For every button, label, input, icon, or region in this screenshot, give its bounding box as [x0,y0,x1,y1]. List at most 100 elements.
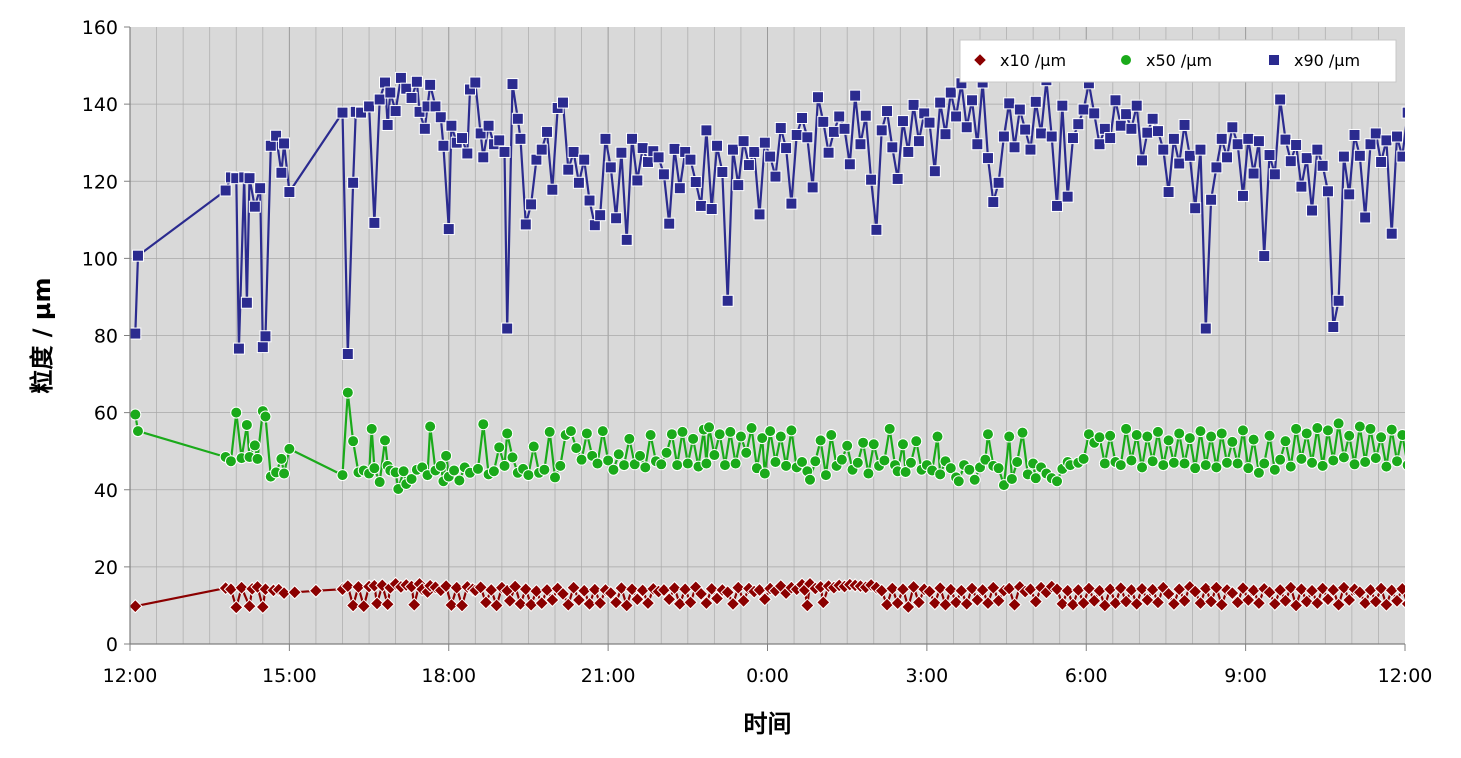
data-point [389,105,402,118]
data-point [1199,322,1212,335]
x-tick-label: 0:00 [746,665,789,687]
data-point [444,597,459,613]
data-point [379,434,391,447]
data-point [477,418,490,431]
data-point [1051,475,1064,488]
data-point [1060,583,1075,598]
data-point [640,595,656,611]
data-point [1016,426,1029,439]
data-point [1274,93,1287,106]
data-point [1337,451,1350,464]
data-point [1162,186,1175,199]
data-point [979,453,992,466]
data-point [671,459,684,472]
data-point [944,86,957,99]
data-point [997,479,1010,492]
data-point [1177,593,1192,609]
data-point [1391,130,1404,143]
data-point [373,93,386,106]
data-point [859,109,872,122]
data-point [493,441,506,454]
data-point [591,457,604,470]
data-point [681,457,694,470]
data-point [981,428,994,441]
data-point [578,153,591,166]
data-point [603,585,618,601]
y-tick-label: 0 [106,634,118,656]
data-point [1396,150,1405,163]
data-point [1236,424,1249,437]
data-point [566,580,581,595]
data-point [963,463,976,476]
data-point [1161,586,1176,602]
axes [124,26,1406,651]
data-point [1321,185,1334,198]
x-tick-label: 21:00 [581,665,636,687]
data-point [477,151,490,164]
data-point [1380,460,1393,473]
data-point [774,430,787,443]
data-point [545,592,560,608]
data-point [737,135,750,148]
data-point [1093,431,1106,444]
data-point [489,598,504,613]
y-axis-title: 粒度 / µm [28,277,56,393]
data-point [1209,580,1224,595]
data-point [440,449,453,462]
data-point [502,593,518,609]
data-point [1369,127,1382,140]
data-point [838,122,851,135]
data-point [1327,321,1340,334]
data-point [911,595,927,610]
data-point [410,75,423,88]
data-point [131,425,144,438]
data-point [424,420,437,433]
data-point [438,578,454,594]
data-point [1173,427,1186,440]
data-point [885,581,900,596]
data-point [833,110,846,123]
data-point [1187,584,1203,599]
data-point [1337,150,1350,163]
data-point [817,115,830,128]
data-point [538,463,551,476]
data-point [1348,458,1361,471]
data-point [131,249,144,262]
data-point [987,196,1000,209]
data-point [1113,580,1128,596]
data-point [1283,580,1298,595]
data-point [769,170,782,183]
data-point [530,153,543,166]
data-point [1364,138,1377,151]
data-point [1400,599,1405,609]
data-point [1369,452,1382,465]
data-point [1294,582,1309,597]
data-point [904,456,917,469]
data-point [1315,581,1330,596]
data-point [242,599,257,614]
data-point [407,597,422,612]
data-point [543,425,556,438]
data-point [1205,193,1218,206]
x-tick-label: 15:00 [262,665,317,687]
data-point [875,124,888,137]
data-point [758,467,771,480]
data-point [384,86,397,99]
data-point [456,132,469,145]
data-point [240,418,253,431]
legend-label: x10 /µm [1000,51,1066,70]
data-point [944,462,957,475]
data-point [1221,456,1234,469]
x-axis-title: 时间 [744,710,792,738]
x-tick-label: 6:00 [1065,665,1108,687]
data-point [1258,250,1271,263]
data-point [620,233,633,246]
data-point [907,98,920,111]
data-point [1124,582,1139,598]
data-point [556,96,569,109]
data-point [1401,106,1405,119]
data-point [725,596,741,612]
data-point [1279,133,1292,146]
data-point [1194,143,1207,156]
data-point [498,145,511,158]
